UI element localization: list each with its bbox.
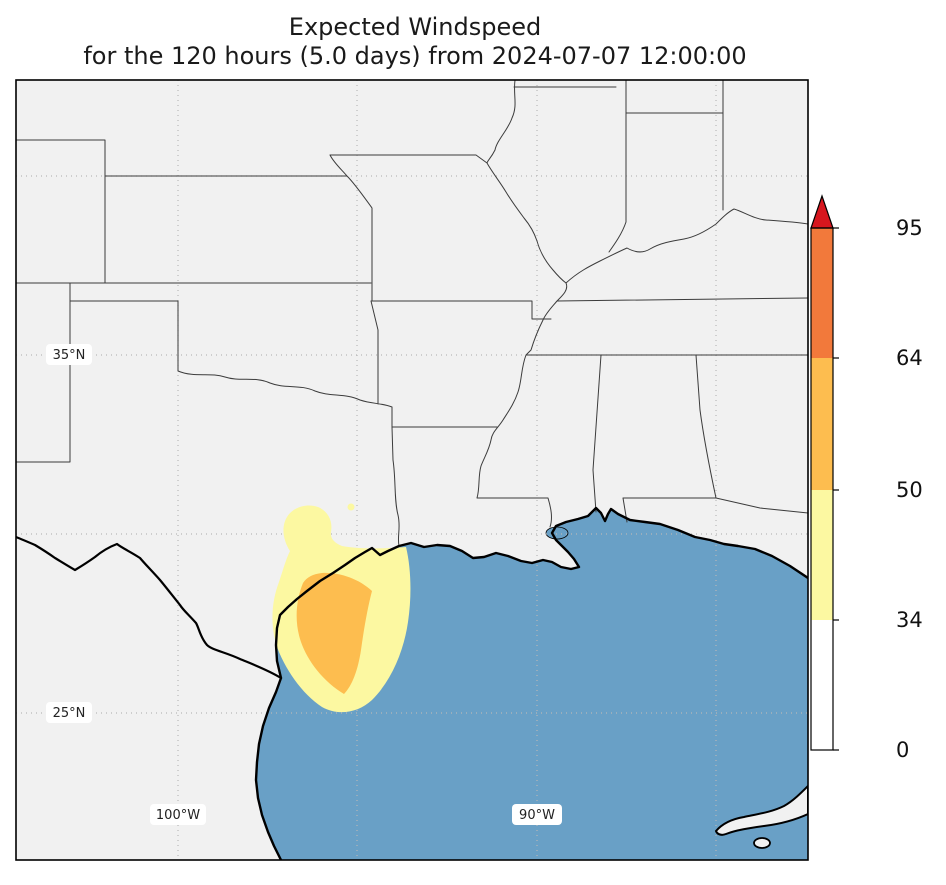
grid-label-90w: 90°W	[512, 804, 562, 825]
isla-de-la-juventud-island	[753, 837, 771, 849]
grid-label-100w: 100°W	[150, 804, 206, 825]
grid-label-35n: 35°N	[46, 344, 92, 365]
cuba-island	[714, 784, 808, 836]
contour-50kt-region	[296, 572, 372, 694]
map-panel: 35°N 25°N 100°W 90°W	[15, 79, 809, 861]
grid-label-100w-text: 100°W	[156, 808, 200, 823]
colorbar-segment-50-64	[811, 358, 833, 490]
grid-label-25n-text: 25°N	[53, 706, 86, 721]
grid-label-90w-box	[512, 804, 562, 825]
colorbar-tick-label-0: 0	[896, 738, 909, 762]
colorbar-tick-label-95: 95	[896, 216, 923, 240]
state-borders	[16, 80, 808, 547]
grid-label-25n: 25°N	[46, 702, 92, 723]
colorbar-outline	[810, 227, 834, 751]
colorbar-ticks	[833, 227, 839, 751]
grid-label-100w-box	[150, 804, 206, 825]
colorbar-segment-0-34	[811, 620, 833, 750]
colorbar-extend-arrow	[810, 194, 834, 229]
coastline	[254, 506, 808, 860]
grid-label-35n-text: 35°N	[53, 348, 86, 363]
colorbar-segment-34-50	[811, 490, 833, 620]
grid-label-25n-box	[46, 702, 92, 723]
map-frame	[15, 79, 809, 861]
chart-title-line2: for the 120 hours (5.0 days) from 2024-0…	[83, 42, 746, 70]
chart-title-line1: Expected Windspeed	[289, 13, 541, 41]
contour-34kt-speck	[347, 503, 355, 511]
rio-grande-border	[16, 535, 283, 680]
colorbar-tick-label-50: 50	[896, 478, 923, 502]
colorbar-segment-64-95	[811, 228, 833, 358]
grid-label-90w-text: 90°W	[519, 808, 555, 823]
colorbar: 95 64 50 34 0	[810, 194, 923, 762]
grid-label-35n-box	[46, 344, 92, 365]
lake-pontchartrain	[545, 526, 569, 540]
colorbar-tick-label-64: 64	[896, 346, 923, 370]
colorbar-tick-label-34: 34	[896, 608, 923, 632]
